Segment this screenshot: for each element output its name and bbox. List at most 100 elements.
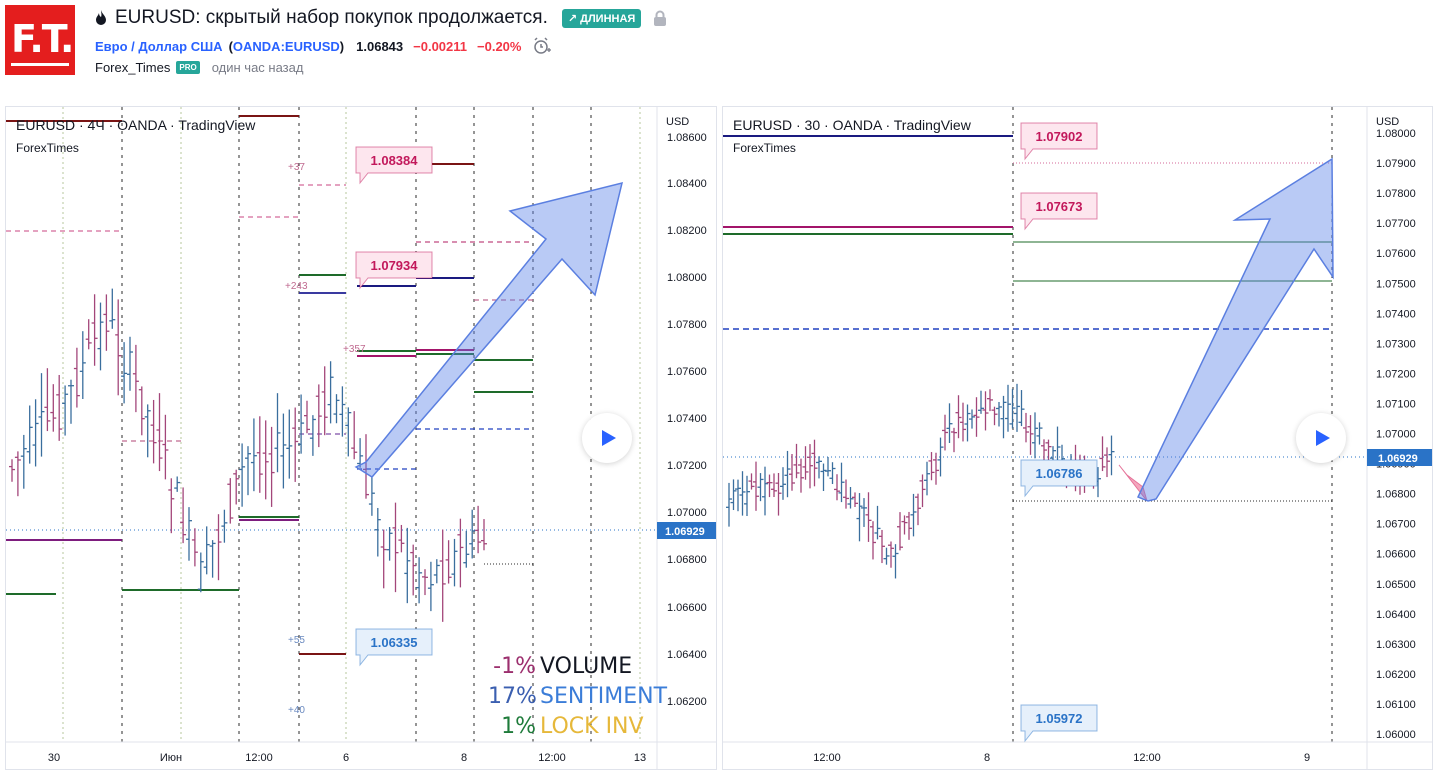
price-tick: 1.06700	[1376, 519, 1416, 531]
symbol-change-pct: −0.20%	[477, 38, 522, 54]
price-tick: 1.06000	[1376, 729, 1416, 741]
price-tick: 1.07000	[667, 507, 707, 519]
time-tick: 12:00	[1133, 752, 1161, 764]
price-tick: 1.07400	[667, 413, 707, 425]
price-tick: 1.07700	[1376, 218, 1416, 230]
price-tick: 1.07400	[1376, 308, 1416, 320]
price-axis-currency: USD	[666, 116, 689, 128]
price-tick: 1.07000	[1376, 429, 1416, 441]
offset-label: +357	[343, 344, 366, 355]
idea-header: F.T. EURUSD: скрытый набор покупок продо…	[0, 0, 1438, 100]
lock-icon	[654, 10, 667, 26]
price-tick: 1.07600	[667, 366, 707, 378]
price-tick: 1.06800	[1376, 489, 1416, 501]
legend-lock-inv-pct: 1%	[501, 714, 536, 739]
legend-volume-pct: -1%	[493, 654, 536, 679]
price-tick: 1.07200	[667, 460, 707, 472]
author-row: Forex_Times PRO один час назад	[95, 60, 303, 75]
offset-label: +40	[288, 705, 305, 716]
callout-price-box	[355, 146, 433, 185]
price-tick: 1.06200	[1376, 669, 1416, 681]
price-tick: 1.07900	[1376, 158, 1416, 170]
symbol-price: 1.06843	[356, 38, 404, 54]
right-chart[interactable]: USD 1.08000 1.07900 1.07800 1.07700 1.07600 1.…	[722, 106, 1433, 770]
symbol-name-link[interactable]: Евро / Доллар США	[95, 38, 223, 54]
projection-arrow	[1136, 157, 1334, 502]
callout-price-box	[355, 628, 433, 667]
long-badge: ↗ ДЛИННАЯ	[561, 8, 642, 28]
play-icon	[602, 430, 616, 446]
left-chart-subtitle: ForexTimes	[16, 141, 79, 155]
right-chart-title: EURUSD · 30 · OANDA · TradingView	[733, 117, 971, 133]
symbol-row: Евро / Доллар США (OANDA:EURUSD) 1.06843…	[95, 37, 552, 55]
play-button[interactable]	[1296, 413, 1346, 463]
legend-sentiment-pct: 17%	[488, 684, 537, 709]
current-price-label	[1367, 449, 1432, 466]
idea-title: EURUSD: скрытый набор покупок продолжает…	[115, 7, 548, 28]
symbol-ticker-link[interactable]: OANDA:EURUSD	[232, 38, 340, 54]
forex-times-logo[interactable]: F.T.	[5, 5, 75, 75]
price-tick: 1.08000	[1376, 128, 1416, 140]
publish-time: один час назад	[211, 60, 304, 75]
price-tick: 1.06400	[667, 649, 707, 661]
offset-label: +243	[285, 281, 308, 292]
price-tick: 1.07200	[1376, 368, 1416, 380]
price-tick: 1.06400	[1376, 609, 1416, 621]
price-tick: 1.07300	[1376, 338, 1416, 350]
legend-sentiment: 17% SENTIMENT	[488, 684, 667, 709]
right-chart-subtitle: ForexTimes	[733, 141, 796, 155]
price-tick: 1.06600	[667, 602, 707, 614]
time-tick: 6	[343, 752, 349, 764]
price-tick: 1.08600	[667, 132, 707, 144]
left-chart-title: EURUSD · 4Ч · OANDA · TradingView	[16, 117, 256, 133]
left-chart[interactable]: USD 1.08600 1.08400 1.08200 1.08000 1.07800 1.…	[5, 106, 717, 770]
price-tick: 1.07800	[667, 319, 707, 331]
price-tick: 1.07800	[1376, 188, 1416, 200]
callout-price: 1.05972	[1036, 711, 1083, 726]
alarm-clock-icon[interactable]	[533, 37, 552, 55]
callout-price-box	[1020, 459, 1098, 498]
current-price-text: 1.06929	[1378, 453, 1418, 465]
title-row: EURUSD: скрытый набор покупок продолжает…	[95, 6, 667, 30]
price-tick: 1.08000	[667, 272, 707, 284]
callout-price: 1.06786	[1036, 466, 1083, 481]
legend-sentiment-label: SENTIMENT	[540, 684, 668, 709]
legend-volume: -1% VOLUME	[488, 654, 632, 679]
play-icon	[1316, 430, 1330, 446]
fire-icon	[96, 10, 106, 25]
time-tick: 13	[634, 752, 646, 764]
price-tick: 1.06600	[1376, 549, 1416, 561]
play-button[interactable]	[582, 413, 632, 463]
callout-price-box	[1020, 192, 1098, 231]
price-tick: 1.06800	[667, 554, 707, 566]
price-tick: 1.08400	[667, 178, 707, 190]
time-tick: 9	[1304, 752, 1310, 764]
author-name[interactable]: Forex_Times	[95, 60, 171, 75]
callout-price-box	[355, 251, 433, 290]
time-tick: 12:00	[813, 752, 841, 764]
left-chart-canvas[interactable]: USD 1.08600 1.08400 1.08200 1.08000 1.07800 1.…	[6, 107, 717, 770]
price-tick: 1.07600	[1376, 248, 1416, 260]
pro-badge: PRO	[176, 61, 200, 74]
time-tick: 8	[461, 752, 467, 764]
offset-label: +37	[288, 162, 305, 173]
callout-price-box	[1020, 704, 1098, 743]
legend-lock-inv: 1% LOCK INV	[488, 714, 644, 739]
price-tick: 1.06200	[667, 696, 707, 708]
legend-volume-label: VOLUME	[540, 654, 633, 679]
price-tick: 1.07100	[1376, 398, 1416, 410]
price-tick: 1.06100	[1376, 699, 1416, 711]
time-tick: 12:00	[245, 752, 273, 764]
callout-price-box	[1020, 122, 1098, 161]
time-tick: 8	[984, 752, 990, 764]
offset-label: +55	[288, 635, 305, 646]
symbol-change: −0.00211	[413, 38, 468, 54]
callout-price: 1.07673	[1036, 199, 1083, 214]
callout-price: 1.07934	[371, 258, 419, 273]
callout-price: 1.06335	[371, 635, 418, 650]
price-axis-currency: USD	[1376, 116, 1399, 128]
current-price-label	[657, 522, 716, 539]
legend-lock-inv-label: LOCK INV	[540, 714, 644, 739]
current-price-text: 1.06929	[665, 526, 705, 538]
